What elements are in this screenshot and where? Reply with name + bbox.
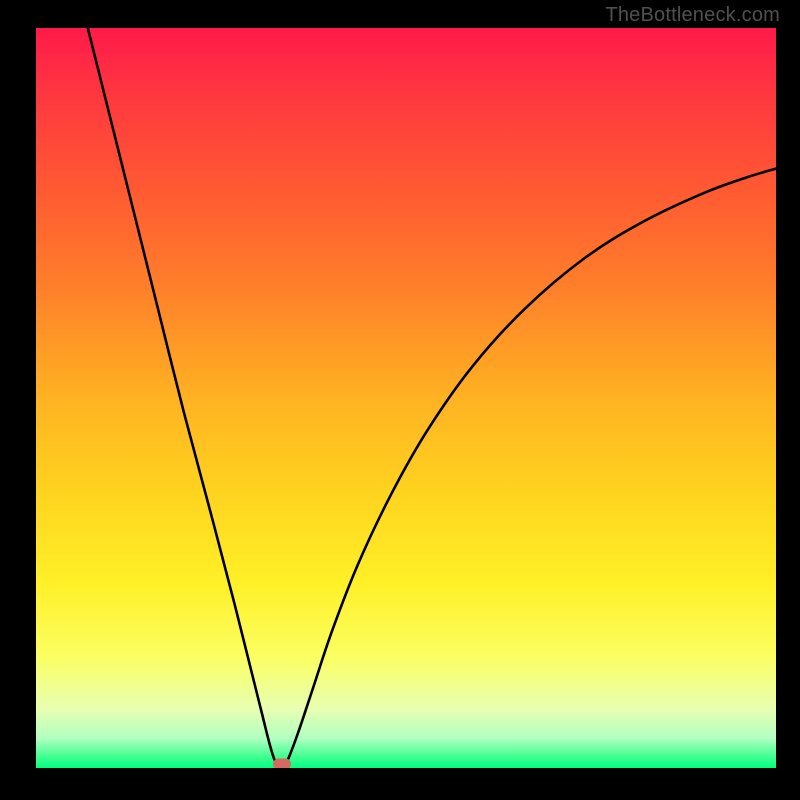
watermark-text: TheBottleneck.com [605,4,780,27]
bottleneck-curve-right [285,169,776,766]
curve-layer [36,28,776,768]
minimum-marker [273,758,291,768]
bottleneck-curve-left [88,28,279,766]
chart-container: TheBottleneck.com [0,0,800,800]
plot-area [36,28,776,768]
